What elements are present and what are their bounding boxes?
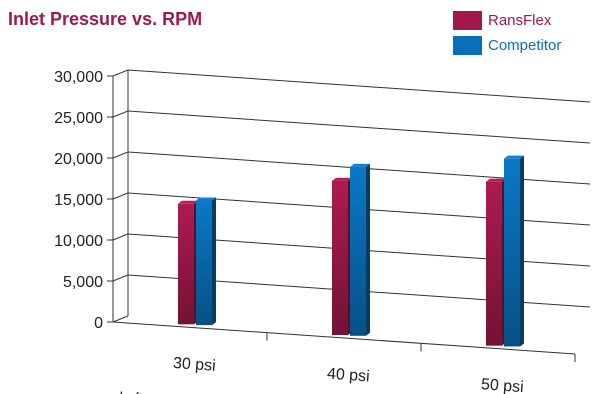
bar-side-competitor-3: [520, 155, 524, 347]
floor-side-edge: [112, 315, 129, 323]
chart-title: Inlet Pressure vs. RPM: [8, 9, 203, 29]
legend: RansFlex Competitor: [453, 8, 561, 58]
legend-swatch-competitor: [453, 36, 482, 55]
y-tick-label: 20,000: [54, 151, 103, 168]
bar-ransflex-1: [178, 203, 194, 325]
x-tick-label: 40 psi: [326, 366, 370, 386]
bar-competitor-2: [350, 166, 366, 336]
bar-competitor-1: [196, 200, 212, 326]
bar-top-ransflex-2: [332, 177, 352, 181]
y-tick-label: 10,000: [54, 233, 103, 250]
x-axis-label: Left...t: [119, 388, 159, 394]
x-tick-label: 50 psi: [480, 376, 524, 394]
bar-top-ransflex-1: [178, 200, 198, 204]
bar-top-competitor-1: [196, 197, 216, 201]
legend-item-competitor: Competitor: [453, 33, 561, 58]
legend-label-competitor: Competitor: [488, 37, 562, 54]
x-tick-label: 30 psi: [172, 355, 216, 375]
gridline-side: [112, 110, 129, 118]
bar-competitor-3: [504, 158, 520, 347]
gridline-side: [112, 69, 129, 77]
bar-ransflex-3: [486, 181, 502, 346]
floor-front-edge: [112, 321, 576, 355]
y-tick-label: 30,000: [54, 69, 103, 86]
y-tick-label: 15,000: [54, 192, 103, 209]
legend-swatch-ransflex: [453, 11, 482, 30]
legend-item-ransflex: RansFlex: [453, 8, 561, 33]
gridline: [127, 69, 591, 103]
gridline: [127, 110, 591, 144]
bar-top-competitor-2: [350, 163, 370, 167]
gridline-side: [112, 274, 129, 282]
gridline-side: [112, 151, 129, 159]
y-tick-label: 5,000: [63, 274, 103, 291]
bar-top-competitor-3: [504, 155, 524, 159]
bar-ransflex-2: [332, 180, 348, 335]
y-tick-label: 25,000: [54, 110, 103, 127]
gridline-side: [112, 192, 129, 200]
legend-label-ransflex: RansFlex: [488, 12, 552, 29]
gridline-side: [112, 233, 129, 241]
bar-top-ransflex-3: [486, 178, 506, 182]
bar-side-competitor-2: [366, 163, 370, 336]
y-tick-label: 0: [94, 315, 103, 332]
bar-side-competitor-1: [212, 197, 216, 326]
